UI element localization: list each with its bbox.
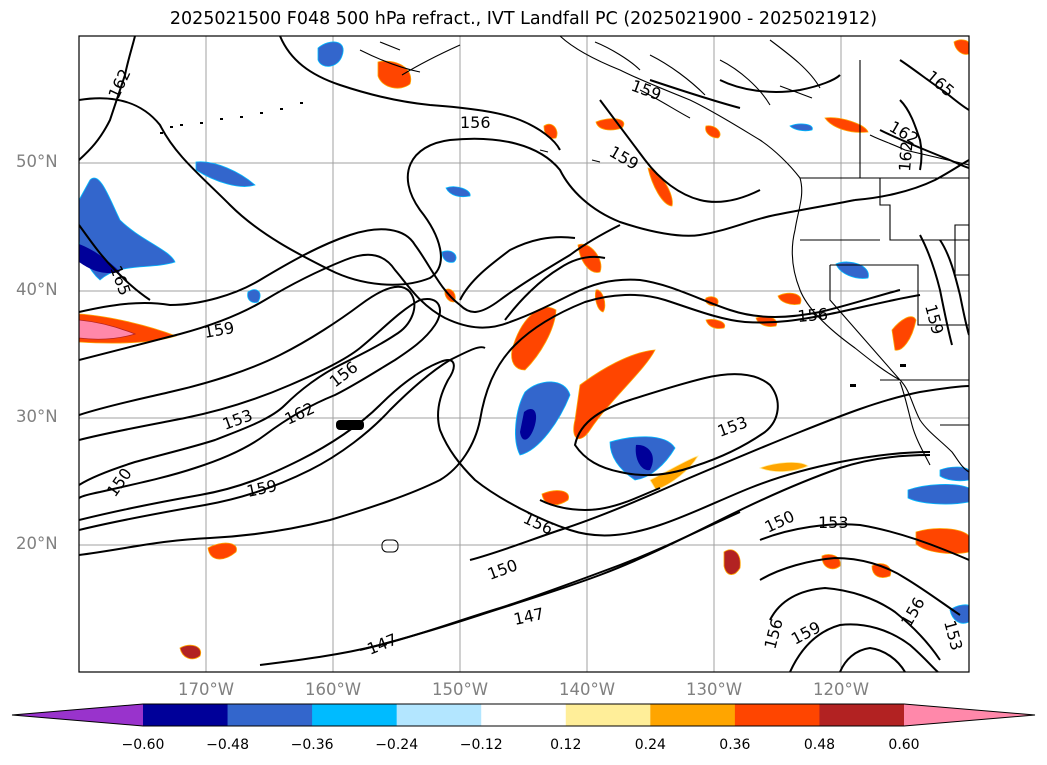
lon-label-140w: 140°W <box>558 680 616 699</box>
coastlines <box>359 36 969 473</box>
positive-anomaly-patch <box>953 39 969 55</box>
lon-label-150w: 150°W <box>431 680 489 699</box>
positive-anomaly-patch <box>758 462 809 472</box>
lat-label-20n: 20°N <box>16 534 58 553</box>
contour-label: 153 <box>818 513 849 532</box>
positive-anomaly-patch <box>723 549 741 575</box>
positive-anomaly-patch <box>595 289 606 313</box>
colorbar-segment <box>396 704 482 726</box>
negative-anomaly-patch <box>939 466 969 482</box>
colorbar-tick-label: 0.36 <box>719 737 751 753</box>
colorbar-tick-label: 0.24 <box>634 737 666 753</box>
positive-anomaly-patch <box>179 644 202 660</box>
colorbar-segment <box>481 704 567 726</box>
lat-label-40n: 40°N <box>16 280 58 299</box>
positive-anomaly-patch <box>915 528 969 554</box>
colorbar-tick-label: −0.12 <box>459 737 503 753</box>
map-title: 2025021500 F048 500 hPa refract., IVT La… <box>169 9 878 29</box>
colorbar-tick-label: −0.24 <box>375 737 419 753</box>
negative-anomaly-patch <box>247 289 261 303</box>
colorbar-tick-label: 0.12 <box>550 737 582 753</box>
positive-anomaly-patch <box>891 316 917 351</box>
negative-anomaly-patch <box>789 123 813 132</box>
positive-anomaly-patch <box>207 542 237 560</box>
map-frame <box>78 35 970 673</box>
colorbar-extension-high <box>904 704 1035 726</box>
negative-anomaly-patch <box>907 484 969 505</box>
negative-anomaly-patch <box>441 250 457 263</box>
negative-anomaly-patch <box>317 41 344 67</box>
negative-anomaly-patch <box>520 408 537 440</box>
colorbar-segment <box>819 704 905 726</box>
colorbar-tick-label: −0.60 <box>121 737 165 753</box>
geopotential-contours <box>79 36 969 672</box>
lat-label-50n: 50°N <box>16 152 58 171</box>
colorbar-tick-label: −0.36 <box>290 737 334 753</box>
lon-label-130w: 130°W <box>685 680 743 699</box>
map-panel: 162 165 159 156 153 162 150 159 156 153 … <box>78 35 970 673</box>
positive-anomaly-patch <box>79 319 137 340</box>
positive-anomaly-patch <box>705 319 726 329</box>
colorbar-segment <box>143 704 229 726</box>
positive-anomaly-patch <box>777 292 802 305</box>
lon-label-160w: 160°W <box>304 680 362 699</box>
lon-label-120w: 120°W <box>812 680 870 699</box>
negative-anomaly-patch <box>445 186 471 198</box>
colorbar-segment <box>565 704 651 726</box>
colorbar-segment <box>650 704 736 726</box>
positive-anomaly-patch <box>705 125 721 139</box>
colorbar-tick-label: −0.48 <box>206 737 249 753</box>
contour-label: 156 <box>460 113 491 132</box>
colorbar-extension-low <box>12 704 143 726</box>
colorbar-tick-label: 0.48 <box>803 737 836 753</box>
positive-anomaly-patch <box>511 307 557 371</box>
colorbar-tick-label: 0.60 <box>888 737 920 753</box>
colorbar-outline <box>11 703 1036 727</box>
colorbar-segment <box>227 704 313 726</box>
lat-label-30n: 30°N <box>16 407 58 426</box>
contour-label: 156 <box>797 304 829 326</box>
negative-anomaly-patch <box>635 444 653 471</box>
colorbar-segment <box>734 704 820 726</box>
negative-anomaly-patch <box>195 161 256 187</box>
negative-anomaly-patch <box>835 261 869 279</box>
colorbar-segment <box>312 704 398 726</box>
colorbar <box>11 703 1036 727</box>
positive-anomaly-patch <box>824 117 869 133</box>
contour-label: 162 <box>895 140 917 172</box>
aleutian-islands <box>160 102 906 553</box>
lon-label-170w: 170°W <box>177 680 235 699</box>
